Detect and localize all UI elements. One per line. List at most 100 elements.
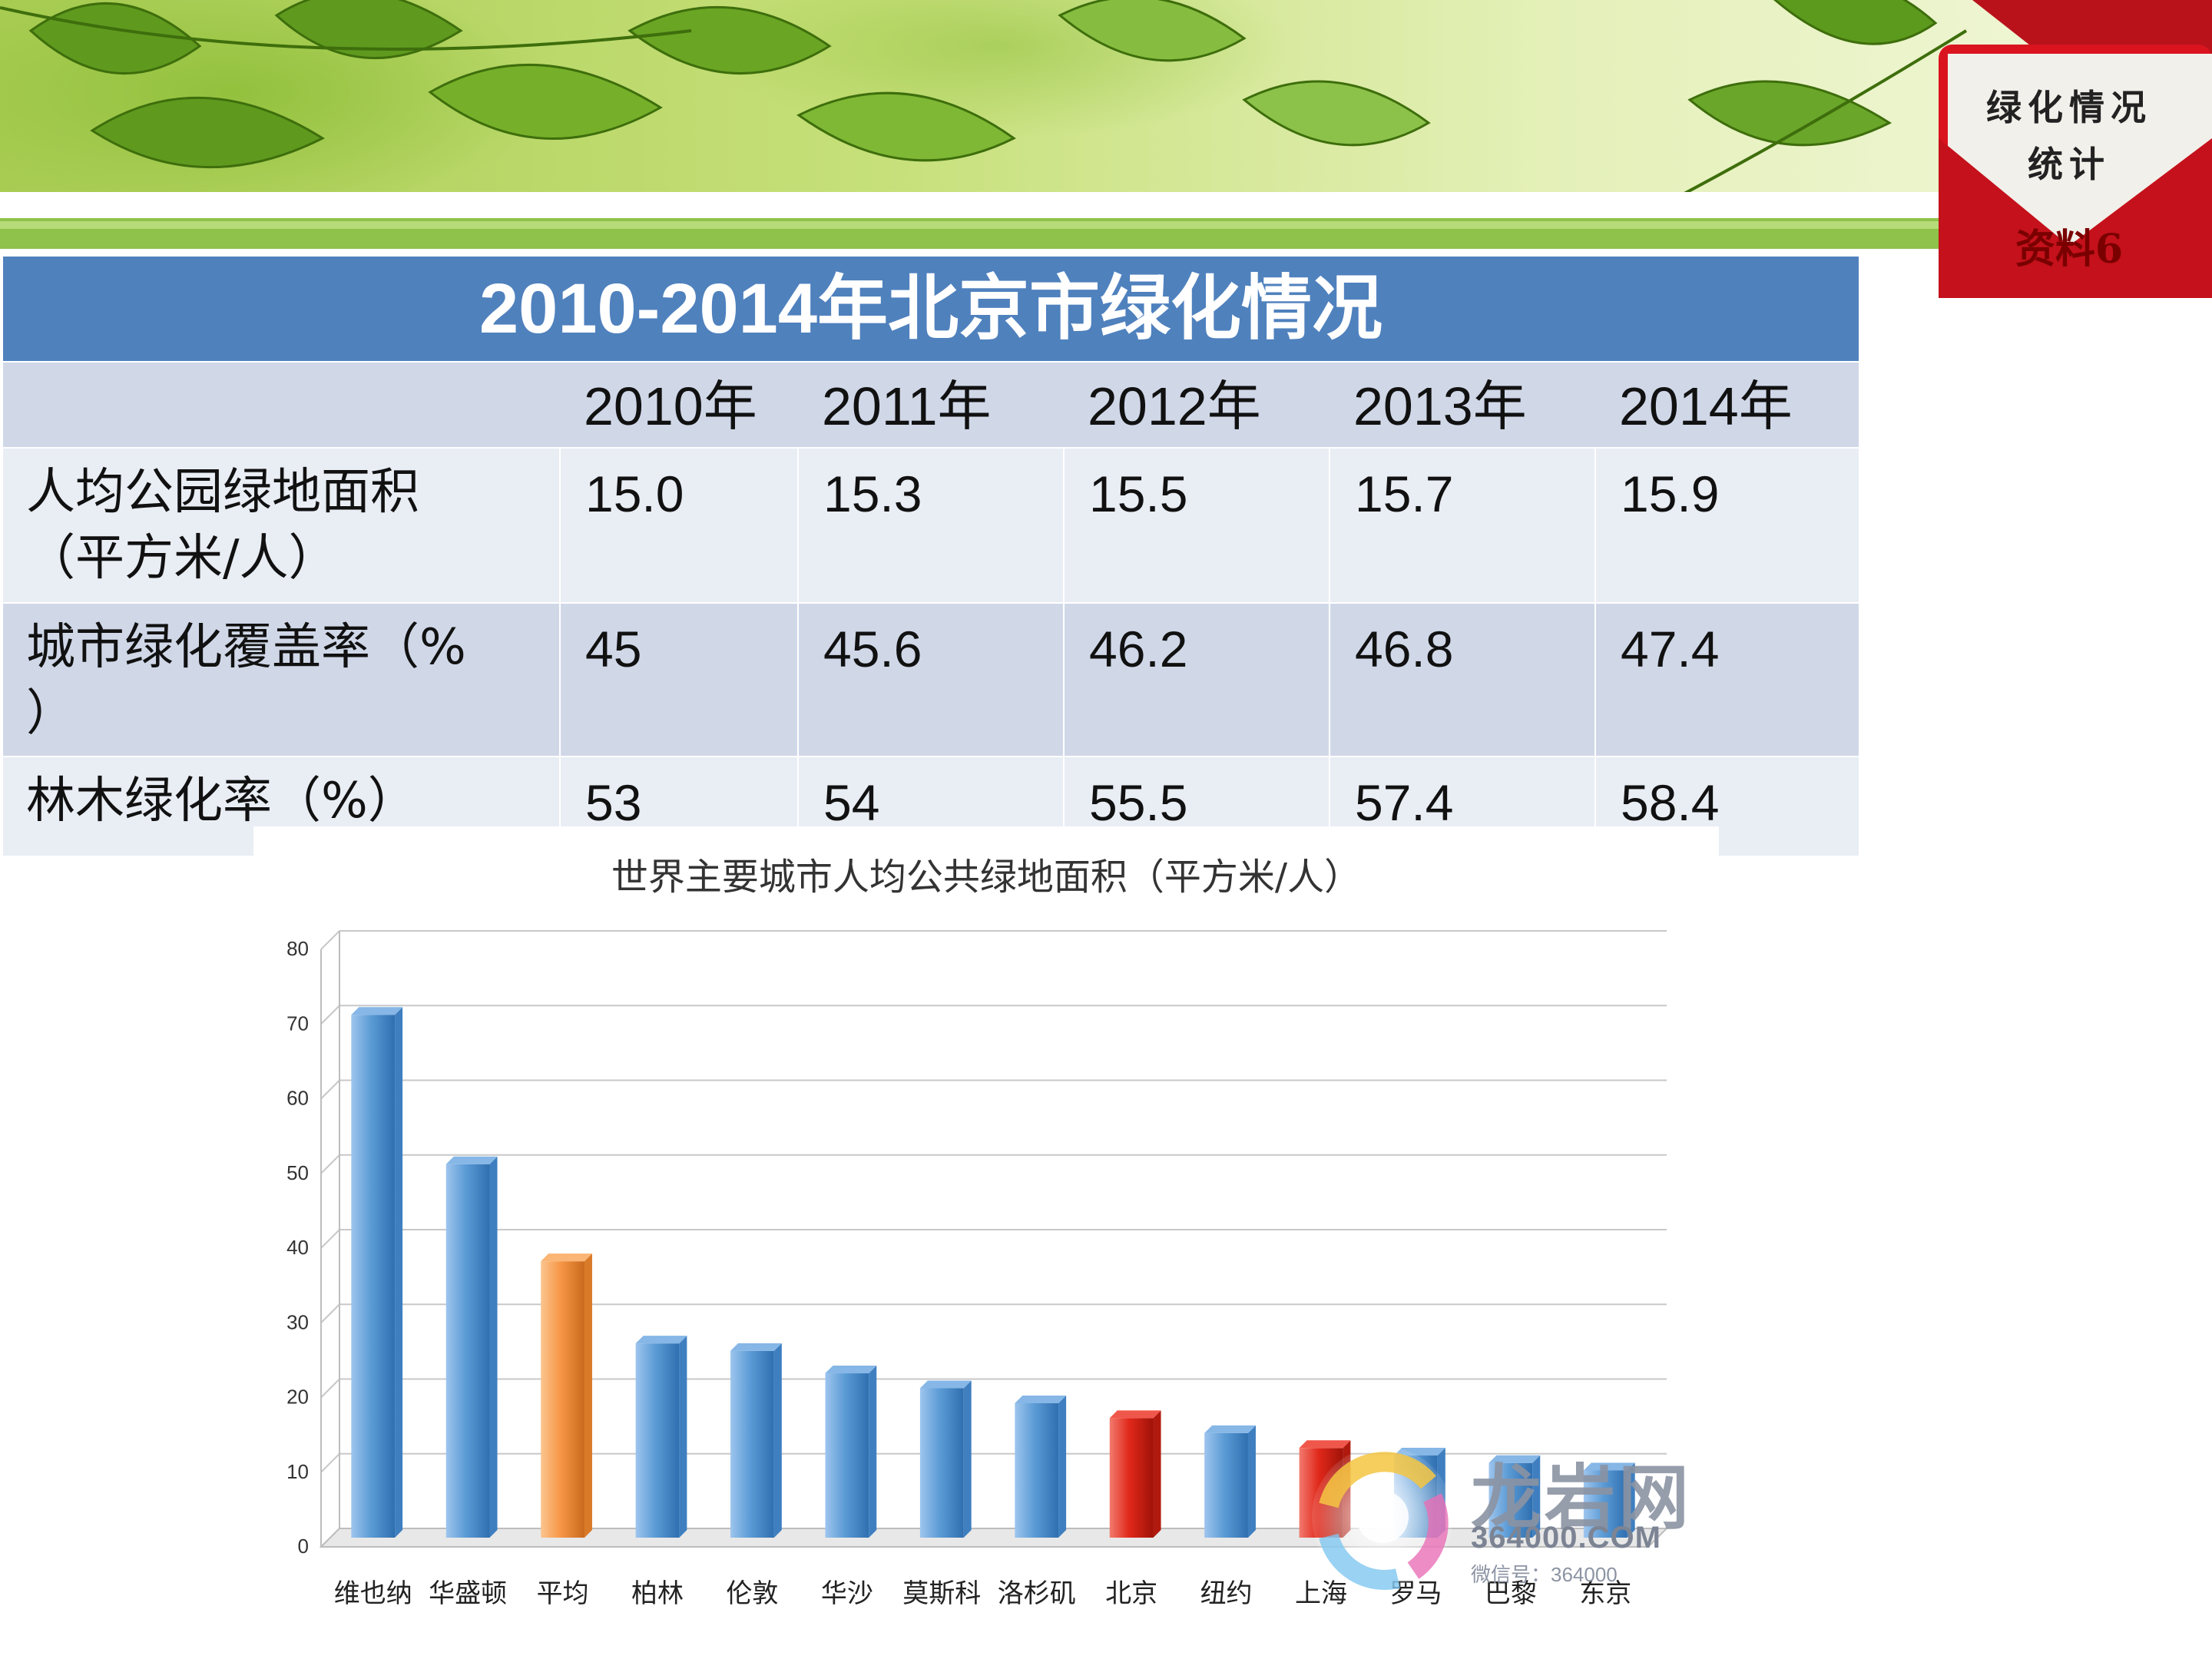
bar-front [1583,1470,1628,1538]
bar-front [1015,1402,1059,1538]
envelope-icon [1939,0,2212,298]
row-label-line1: 林木绿化率（%） [26,773,417,830]
table-row: 人均公园绿地面积 （平方米/人） 15.0 15.3 15.5 15.7 15.… [3,449,1859,602]
bar-side [1153,1410,1161,1538]
bar-front [351,1015,396,1538]
bar [445,1156,498,1538]
table-row: 城市绿化覆盖率（% ） 45 45.6 46.2 46.8 47.4 [3,604,1859,756]
bar-side [395,1007,403,1538]
bar-side [963,1380,972,1538]
chart-panel: 世界主要城市人均公共绿地面积（平方米/人） 0 10 20 30 40 50 60 70 80 … [253,826,1719,1648]
bar-top [1488,1455,1541,1463]
tag-subtitle: 统计 [2028,144,2111,185]
bar-front [919,1388,964,1538]
y-tick-label: 40 [286,1236,309,1259]
bar [1488,1455,1541,1538]
bar-side [1247,1425,1256,1538]
bar-top [1299,1440,1351,1449]
bar-top [730,1343,782,1351]
bar-side [1058,1395,1067,1538]
x-tick-label: 莫斯科 [902,1578,981,1609]
bar-top [351,1007,403,1015]
header-year: 2011年 [799,363,1063,447]
grid-line [320,1303,340,1323]
grid-line [320,1229,340,1249]
bar-side [773,1343,782,1538]
bar-side [869,1366,877,1538]
x-tick-label: 华盛顿 [429,1578,507,1609]
leaf-background [0,0,2212,249]
table-cell: 15.5 [1065,449,1329,602]
y-tick-label: 0 [298,1535,309,1558]
chart-bars [351,1007,1635,1538]
watermark-logo-icon [1312,1446,1453,1590]
bar-top [1015,1395,1067,1403]
bar-top [1109,1410,1161,1419]
grid-line [320,1453,340,1473]
table-cell: 45.6 [799,604,1063,756]
bar [919,1380,972,1538]
chart-title: 世界主要城市人均公共绿地面积（平方米/人） [611,856,1362,899]
tag-label: 资料6 [2015,226,2124,273]
bar-front [1109,1418,1154,1538]
y-tick-labels: 0 10 20 30 40 50 60 70 80 [286,937,309,1558]
bar-front [825,1373,869,1538]
y-tick-label: 30 [286,1310,309,1333]
bar-front [1204,1432,1248,1538]
bar-top [1583,1462,1635,1471]
bar [825,1366,877,1538]
header-year: 2012年 [1065,363,1329,447]
watermark: 龙岩网 364000.COM 微信号：364000 [1298,1436,1713,1598]
watermark-name: 龙岩网 [1471,1456,1693,1539]
table-cell: 15.7 [1330,449,1594,602]
bar-side [584,1253,592,1538]
bar-top [825,1366,877,1374]
header-year: 2014年 [1596,363,1859,447]
bar-top [1204,1425,1256,1433]
section-tag: 绿化情况 统计 资料6 [1926,0,2212,307]
header-empty-cell [3,363,559,447]
y-tick-label: 20 [286,1386,309,1409]
watermark-url: 364000.COM [1471,1521,1661,1555]
x-tick-label: 柏林 [631,1578,684,1609]
bar-top [919,1380,972,1389]
x-tick-label: 洛杉矶 [998,1578,1076,1609]
x-tick-label: 伦敦 [726,1578,778,1609]
bar [351,1007,403,1538]
row-label: 城市绿化覆盖率（% ） [3,604,559,756]
tag-title: 绿化情况 [1986,87,2152,128]
table-cell: 47.4 [1596,604,1859,756]
header-year: 2010年 [561,363,797,447]
x-tick-label: 维也纳 [334,1578,412,1609]
header-banner [0,0,2212,253]
bar-top [541,1253,592,1262]
row-label-line1: 人均公园绿地面积 [26,464,419,521]
bar-front [730,1350,774,1538]
x-tick-label: 平均 [537,1578,589,1609]
x-tick-label: 东京 [1579,1578,1631,1609]
x-tick-labels: 维也纳 华盛顿 平均 柏林 伦敦 华沙 莫斯科 洛杉矶 北京 纽约 上海 罗马 巴黎 东京 [334,1578,1632,1609]
bar-side [679,1336,687,1538]
bar-side [489,1156,498,1538]
bar-front [541,1261,584,1538]
grid-line [320,1005,340,1025]
table-header-row: 2010年 2011年 2012年 2013年 2014年 [3,363,1859,447]
table-cell: 45 [561,604,797,756]
y-tick-label: 80 [286,937,309,960]
row-label: 人均公园绿地面积 （平方米/人） [3,449,559,602]
greening-table: 2010-2014年北京市绿化情况 2010年 2011年 2012年 2013… [3,257,1859,856]
grid-line [320,1079,340,1100]
x-tick-label: 纽约 [1200,1578,1253,1609]
bar [730,1343,782,1538]
row-label-line2: （平方米/人） [26,530,338,587]
bar [541,1253,592,1538]
bar-front [1488,1462,1533,1538]
table-cell: 15.0 [561,449,797,602]
bar [635,1336,687,1538]
table-cell: 15.9 [1596,449,1859,602]
grid-line [320,1378,340,1399]
y-tick-label: 50 [286,1161,309,1184]
bar-front [635,1343,680,1538]
bar [1204,1425,1256,1538]
bar-top [635,1336,687,1344]
